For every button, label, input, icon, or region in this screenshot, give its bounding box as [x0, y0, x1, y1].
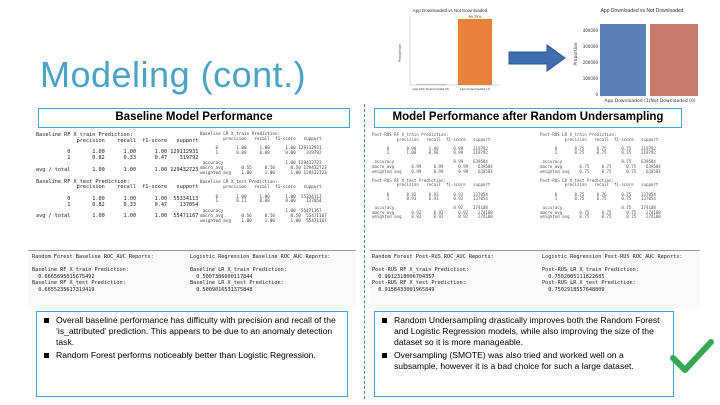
chart-big-ytick: 400000	[583, 28, 599, 33]
baseline-bullets: Overall baseline performance has difficu…	[36, 311, 348, 397]
baseline-bullet-2: Random Forest performs noticeably better…	[43, 350, 341, 361]
undersampling-header: Model Performance after Random Undersamp…	[374, 108, 682, 128]
chart-small-title: App Downloaded vs Not Downloaded	[412, 8, 488, 13]
rus-rf-roc: Random Forest Post-RUS ROC_AUC Reports: …	[372, 254, 494, 293]
baseline-roc-box	[28, 250, 356, 308]
chart-big-svg: Proportion 400000 300000 200000 100000 0 App…	[573, 24, 698, 104]
baseline-lr-roc: Logistic Regression Baseline ROC_AUC Rep…	[190, 254, 331, 293]
chart-big-ylabel: Proportion	[573, 42, 579, 65]
chart-small-svg: 99.75% Proportion App Not Downloaded (0)…	[398, 15, 500, 91]
undersampling-bullets: Random Undersampling drastically improve…	[374, 311, 674, 397]
baseline-header: Baseline Model Performance	[38, 108, 350, 128]
chart-big-ytick: 300000	[583, 44, 599, 49]
rus-lr-report: Post-RUS LR X_train Prediction: precisio…	[540, 132, 661, 220]
baseline-rf-roc: Random Forest Baseline ROC_AUC Reports: …	[32, 254, 154, 293]
bar-downloaded	[458, 19, 492, 85]
rus-roc-box	[370, 250, 700, 308]
chart-small-cat-1: App Downloaded (1)	[460, 87, 491, 91]
class-balance-chart-after: App Downloaded vs Not Downloaded Proport…	[572, 8, 712, 104]
chart-small-cat-0: App Not Downloaded (0)	[413, 87, 450, 91]
chart-big-ytick: 0	[595, 92, 598, 97]
baseline-rf-report: Baseline RF X_train Prediction: precisio…	[36, 132, 199, 220]
baseline-lr-report: Baseline LR X_train Prediction: precisio…	[200, 132, 327, 224]
section-divider	[364, 104, 365, 399]
bar-not-downloaded-0	[650, 24, 698, 96]
chart-small-ylabel: Proportion	[398, 44, 402, 62]
slide-title: Modeling (cont.)	[40, 54, 307, 95]
chart-big-title: App Downloaded vs Not Downloaded	[600, 8, 684, 14]
rus-rf-report: Post-RUS RF X_train Prediction: precisio…	[372, 132, 493, 220]
rus-bullet-2: Oversampling (SMOTE) was also tried and …	[381, 350, 667, 372]
rus-lr-roc: Logistic Regression Post-RUS ROC_AUC Rep…	[542, 254, 683, 293]
bar-downloaded-label: 99.75%	[468, 15, 482, 19]
arrow-icon	[508, 44, 566, 72]
bar-downloaded-1	[600, 24, 646, 96]
class-balance-chart-before: App Downloaded vs Not Downloaded 99.75% …	[396, 8, 504, 98]
chart-big-ytick: 100000	[583, 76, 599, 81]
chart-big-ytick: 200000	[583, 60, 599, 65]
chart-big-xlabel: App Downloaded (1)Not Downloaded (0)	[604, 98, 695, 104]
bar-not-downloaded	[416, 84, 446, 85]
checkmark-icon	[670, 339, 714, 373]
baseline-bullet-1: Overall baseline performance has difficu…	[43, 315, 341, 348]
rus-bullet-1: Random Undersampling drastically improve…	[381, 315, 667, 348]
